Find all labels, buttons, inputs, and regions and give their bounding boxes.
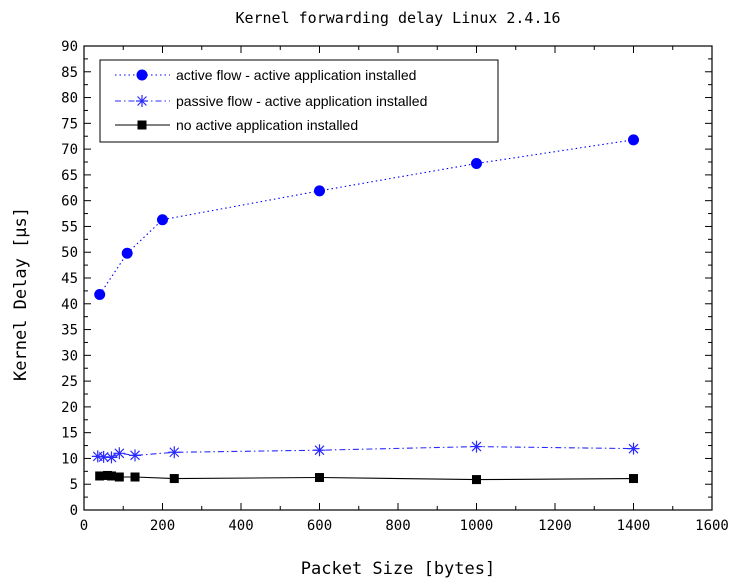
data-point: [97, 450, 110, 463]
data-point: [313, 444, 326, 457]
data-point: [628, 134, 639, 146]
data-point: [472, 475, 481, 485]
series-line: [99, 139, 634, 295]
y-tick-label: 0: [70, 503, 78, 519]
data-point: [627, 442, 640, 455]
y-tick-label: 5: [70, 477, 78, 493]
series-line: [99, 474, 634, 481]
x-tick-label: 600: [307, 518, 332, 534]
y-tick-label: 15: [61, 426, 78, 442]
y-tick-label: 70: [61, 142, 78, 158]
data-point: [94, 288, 106, 300]
data-point: [105, 451, 118, 464]
data-point: [470, 440, 483, 453]
x-tick-label: 1600: [695, 518, 729, 534]
data-point: [471, 158, 482, 170]
chart-title: Kernel forwarding delay Linux 2.4.16: [235, 9, 560, 27]
data-point: [95, 471, 105, 481]
data-point: [629, 474, 638, 484]
legend-label: passive flow - active application instal…: [176, 93, 427, 109]
y-tick-label: 35: [61, 323, 78, 339]
y-tick-label: 55: [61, 219, 78, 235]
data-point: [315, 473, 324, 483]
series-1: [91, 440, 640, 464]
data-point: [157, 214, 168, 226]
legend-marker: [136, 69, 148, 81]
x-tick-label: 200: [150, 518, 175, 534]
y-tick-label: 65: [61, 168, 78, 184]
y-tick-label: 50: [61, 245, 78, 261]
data-point: [106, 471, 116, 481]
series-layer: [91, 134, 640, 485]
y-tick-label: 45: [61, 271, 78, 287]
x-tick-label: 1200: [538, 518, 572, 534]
data-point: [169, 474, 179, 484]
legend: active flow - active application install…: [99, 59, 499, 143]
data-point: [314, 185, 325, 197]
data-point: [168, 446, 181, 459]
y-tick-label: 25: [61, 374, 78, 390]
data-point: [121, 247, 133, 259]
data-point: [114, 472, 124, 482]
data-point: [129, 449, 142, 462]
legend-entries: active flow - active application install…: [115, 67, 427, 133]
legend-marker: [136, 95, 148, 107]
y-tick-label: 20: [61, 400, 78, 416]
y-tick-label: 40: [61, 297, 78, 313]
x-tick-label: 400: [228, 518, 253, 534]
y-tick-label: 30: [61, 348, 78, 364]
series-2: [95, 470, 638, 485]
legend-marker: [137, 120, 147, 130]
data-point: [130, 472, 140, 482]
y-axis-label: Kernel Delay [µs]: [11, 207, 31, 381]
series-0: [94, 134, 639, 300]
axis-ticks: 0 200 400 600 800 1000 1200 1400 1600 0 5 10 15 20 25 3…: [61, 39, 729, 534]
x-tick-label: 800: [385, 518, 410, 534]
x-axis-label: Packet Size [bytes]: [301, 559, 495, 578]
legend-label: no active application installed: [176, 117, 358, 133]
x-tick-label: 1400: [617, 518, 651, 534]
series-line: [97, 446, 634, 458]
data-point: [113, 447, 126, 460]
legend-box: [99, 59, 499, 143]
y-tick-label: 85: [61, 65, 78, 81]
y-tick-label: 90: [61, 39, 78, 55]
y-tick-label: 10: [61, 451, 78, 467]
y-tick-label: 60: [61, 194, 78, 210]
y-tick-label: 80: [61, 91, 78, 107]
legend-label: active flow - active application install…: [176, 67, 416, 83]
x-tick-label: 0: [80, 518, 88, 534]
x-tick-label: 1000: [460, 518, 494, 534]
y-tick-label: 75: [61, 116, 78, 132]
